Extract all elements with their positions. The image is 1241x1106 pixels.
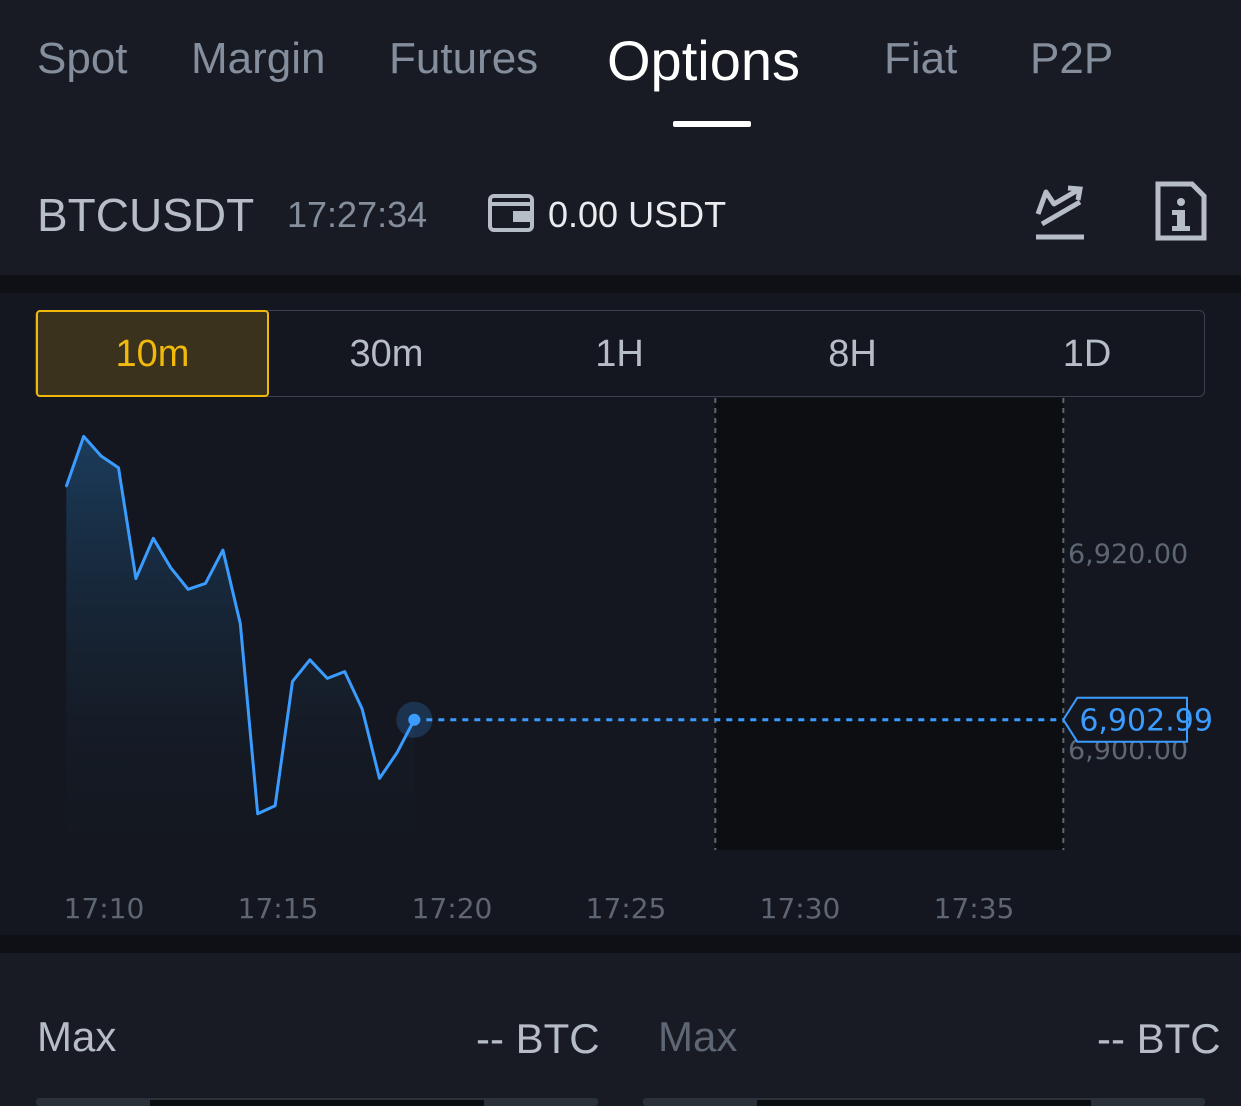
price-point: [152, 537, 155, 540]
x-tick-label: 17:35: [934, 892, 1015, 925]
price-point: [361, 707, 364, 710]
info-bar: [0, 128, 1241, 275]
price-point: [221, 549, 224, 552]
max-value-right: -- BTC: [1097, 1015, 1221, 1062]
timeframe-selector: [35, 310, 1205, 397]
x-tick-label: 17:25: [586, 892, 667, 925]
tab-p2p[interactable]: P2P: [1030, 34, 1114, 83]
price-point: [326, 677, 329, 680]
price-point: [274, 804, 277, 807]
balance-value: 0.00 USDT: [548, 194, 727, 235]
price-point: [134, 577, 137, 580]
x-tick-label: 17:10: [64, 892, 145, 925]
price-point: [100, 455, 103, 457]
current-price-tag: 6,902.99: [1062, 696, 1213, 743]
timeframe-10m[interactable]: 10m: [115, 333, 190, 375]
price-area-fill: [66, 436, 415, 850]
wallet-icon: [488, 194, 534, 232]
price-point: [291, 680, 294, 683]
top-nav: [0, 0, 1241, 128]
clock-time: 17:27:34: [287, 194, 428, 235]
timeframe-1d[interactable]: 1D: [1062, 333, 1112, 375]
timeframe-1h[interactable]: 1H: [595, 333, 644, 375]
max-label-right: Max: [658, 1013, 738, 1060]
section-divider: [0, 275, 1241, 293]
price-point: [82, 435, 85, 438]
section-divider: [0, 935, 1241, 953]
tab-futures[interactable]: Futures: [389, 34, 539, 83]
max-label-left: Max: [37, 1013, 117, 1060]
timeframe-selected-highlight: [36, 310, 269, 397]
x-tick-label: 17:30: [760, 892, 841, 925]
timeframe-8h[interactable]: 8H: [828, 333, 877, 375]
price-point: [308, 658, 311, 661]
price-point: [169, 566, 172, 569]
x-tick-label: 17:20: [412, 892, 493, 925]
current-price-dot: [408, 713, 421, 726]
info-icon[interactable]: [1154, 180, 1208, 242]
price-point: [187, 588, 190, 591]
price-point: [256, 812, 259, 815]
price-point: [378, 777, 381, 780]
x-tick-label: 17:15: [238, 892, 319, 925]
max-value-left: -- BTC: [476, 1015, 600, 1062]
order-form: [0, 953, 1241, 1106]
price-point: [117, 466, 120, 469]
transfer-icon[interactable]: [1032, 184, 1088, 242]
y-tick-label: 6,920.00: [1068, 539, 1188, 570]
tab-margin[interactable]: Margin: [191, 34, 326, 83]
amount-slider-right-segment: [757, 1100, 1091, 1106]
tab-options[interactable]: Options: [607, 29, 800, 92]
price-point: [239, 622, 242, 625]
price-point: [395, 751, 398, 754]
active-tab-indicator: [673, 121, 751, 127]
tab-fiat[interactable]: Fiat: [884, 34, 958, 83]
amount-slider-left-segment: [150, 1100, 484, 1106]
price-point: [204, 582, 207, 585]
tab-spot[interactable]: Spot: [37, 34, 128, 83]
forecast-zone: [715, 398, 1064, 850]
price-point: [343, 670, 346, 673]
price-chart[interactable]: 6,920.006,900.00 6,902.99 17:10 17:15 17:2…: [0, 398, 1241, 935]
current-price-label: 6,902.99: [1079, 704, 1213, 739]
price-point: [65, 485, 68, 488]
symbol-label[interactable]: BTCUSDT: [37, 189, 255, 241]
timeframe-30m[interactable]: 30m: [349, 333, 424, 375]
